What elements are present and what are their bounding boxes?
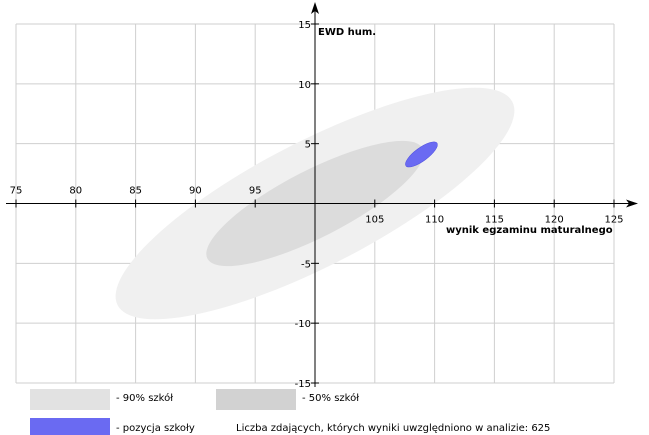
x-tick-label: 75: [10, 186, 23, 197]
legend-label-50: - 50% szkół: [302, 393, 360, 404]
axes: [6, 2, 638, 387]
x-tick-label: 80: [69, 186, 82, 197]
y-tick-label: 15: [298, 20, 311, 31]
x-tick-label: 95: [249, 186, 262, 197]
legend-label-90: - 90% szkół: [116, 393, 174, 404]
ellipse-school: [405, 141, 438, 168]
y-tick-label: -10: [295, 319, 311, 330]
legend-swatch-50: [216, 389, 296, 410]
legend-note: Liczba zdających, których wyniki uwzględ…: [236, 423, 551, 434]
x-tick-label: 90: [189, 186, 202, 197]
x-axis-arrow: [626, 199, 638, 208]
tick-labels: 75 80 85 90 95 105 110 115 120 125 -15 -10 -5 5 10 15: [10, 20, 624, 390]
legend-label-school: - pozycja szkoły: [116, 423, 195, 434]
x-tick-label: 120: [545, 215, 564, 226]
x-axis-title: wynik egzaminu maturalnego: [446, 225, 613, 236]
x-tick-label: 125: [604, 215, 623, 226]
legend-swatch-90: [30, 389, 110, 410]
y-tick-label: -15: [295, 379, 311, 390]
y-tick-label: 5: [305, 140, 311, 151]
y-tick-label: -5: [301, 259, 311, 270]
y-tick-label: 10: [298, 80, 311, 91]
x-tick-label: 85: [129, 186, 142, 197]
x-tick-label: 115: [485, 215, 504, 226]
x-tick-label: 110: [425, 215, 444, 226]
x-tick-label: 105: [365, 215, 384, 226]
y-axis-title: EWD hum.: [318, 27, 376, 38]
y-axis-arrow: [311, 2, 319, 14]
legend-swatch-school: [30, 418, 110, 435]
